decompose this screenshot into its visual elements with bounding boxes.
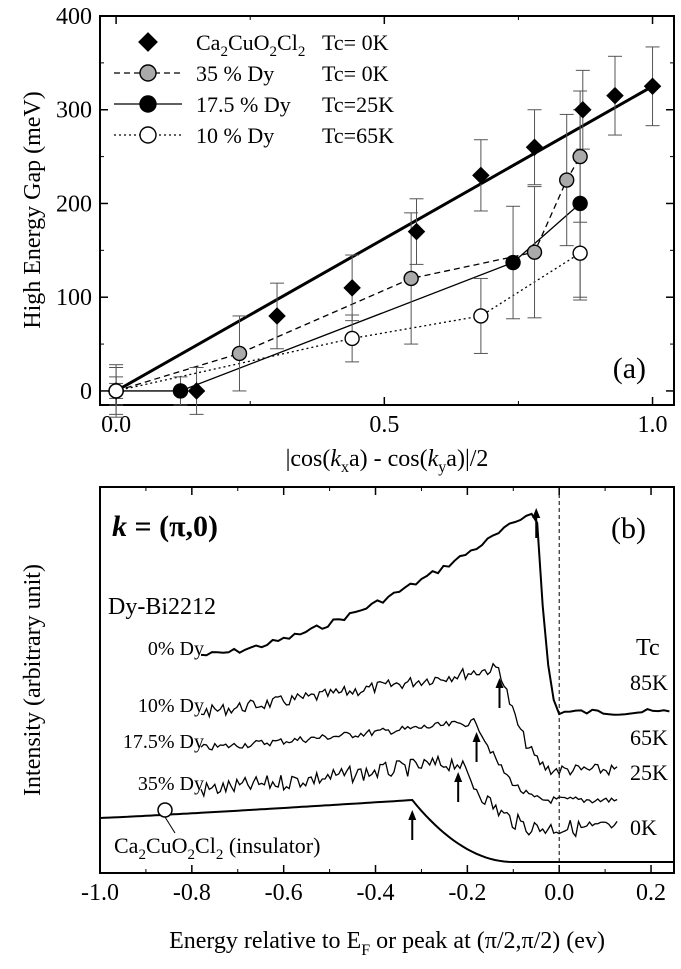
x-tick-label: 0.0 bbox=[544, 880, 574, 906]
insulator-label-marker bbox=[157, 802, 173, 818]
spectrum-line bbox=[200, 717, 618, 805]
panel-a-series-lines bbox=[115, 156, 581, 392]
panel-a-fit-lines bbox=[115, 84, 654, 393]
panel-b-ylabel: Intensity (arbitrary unit) bbox=[20, 564, 46, 796]
panel-b-xlabel-sub: F bbox=[361, 942, 370, 959]
panel-a-frame bbox=[99, 15, 675, 406]
spectrum-label: 35% Dy bbox=[138, 773, 204, 795]
legend-tc: Tc=65K bbox=[322, 123, 394, 148]
panel-b-xlabel-main: Energy relative to E bbox=[169, 928, 361, 954]
series-line bbox=[115, 156, 581, 392]
gap-arrow-head bbox=[472, 732, 481, 742]
x-tick-label: -0.2 bbox=[448, 880, 486, 906]
data-point bbox=[643, 77, 662, 96]
y-tick-label: 200 bbox=[56, 191, 92, 217]
panel-b-ticks: -1.0 -0.8 -0.6 -0.4 -0.2 0.0 0.2 bbox=[81, 487, 666, 906]
spectrum-tc: 85K bbox=[630, 670, 668, 695]
insulator-label: Ca2CuO2Cl2 (insulator) bbox=[114, 833, 320, 863]
data-point bbox=[343, 279, 361, 297]
data-point bbox=[572, 195, 588, 212]
panel-b-frame bbox=[99, 486, 675, 874]
panel-a-legend: Ca2CuO2Cl2 Tc= 0K 35 % Dy Tc= 0K 17.5 % Dy Tc… bbox=[114, 30, 394, 148]
x-tick-label: 0.5 bbox=[369, 412, 399, 438]
data-point bbox=[572, 245, 588, 261]
data-point bbox=[526, 244, 543, 260]
series-line bbox=[116, 202, 581, 392]
data-point bbox=[268, 307, 286, 325]
series-line bbox=[115, 252, 581, 392]
legend-label: 35 % Dy bbox=[196, 61, 274, 86]
data-point bbox=[403, 270, 419, 287]
spectrum-tc: 25K bbox=[630, 760, 668, 785]
panel-a-ylabel: High Energy Gap (meV) bbox=[20, 91, 46, 329]
spectrum-line bbox=[99, 798, 674, 863]
data-point bbox=[559, 172, 575, 188]
data-point bbox=[505, 254, 521, 271]
y-tick-label: 100 bbox=[56, 285, 92, 311]
panel-a-label: (a) bbox=[613, 352, 646, 385]
spectrum-label: 17.5% Dy bbox=[123, 731, 204, 753]
legend-marker bbox=[138, 32, 158, 52]
spectrum-tc: 65K bbox=[630, 725, 668, 750]
x-tick-label: -0.8 bbox=[173, 880, 211, 906]
data-point bbox=[108, 383, 124, 399]
x-tick-label: 1.0 bbox=[638, 412, 668, 438]
y-tick-label: 300 bbox=[56, 98, 92, 124]
data-point bbox=[172, 383, 189, 399]
data-point bbox=[472, 166, 490, 185]
legend-marker bbox=[139, 95, 157, 113]
data-point bbox=[187, 382, 206, 400]
x-tick-label: 0.2 bbox=[636, 880, 666, 906]
panel-a-markers bbox=[107, 77, 662, 400]
data-point bbox=[525, 138, 544, 156]
gap-arrow-head bbox=[532, 508, 541, 518]
y-tick-label: 400 bbox=[56, 4, 92, 30]
legend-label: Ca2CuO2Cl2 bbox=[196, 30, 305, 60]
legend-label: 10 % Dy bbox=[196, 123, 274, 148]
panel-b-spectra bbox=[99, 512, 674, 863]
sample-label: Dy-Bi2212 bbox=[108, 594, 216, 620]
x-tick-label: -0.6 bbox=[265, 880, 303, 906]
legend-tc: Tc= 0K bbox=[322, 61, 389, 86]
panel-b-xlabel-tail: or peak at (π/2,π/2) (ev) bbox=[370, 928, 605, 954]
fit-line bbox=[115, 84, 654, 393]
spectrum-line bbox=[200, 662, 618, 777]
x-tick-label: -0.4 bbox=[357, 880, 395, 906]
data-point bbox=[231, 345, 248, 362]
data-point bbox=[473, 308, 489, 324]
gap-arrow-head bbox=[408, 810, 417, 820]
panel-b-arrows bbox=[408, 508, 541, 840]
gap-arrow-head bbox=[495, 678, 504, 688]
x-tick-label: -1.0 bbox=[81, 880, 119, 906]
data-point bbox=[606, 86, 624, 105]
legend-marker bbox=[139, 126, 157, 144]
tc-header: Tc bbox=[636, 635, 660, 661]
spectrum-line bbox=[200, 754, 618, 838]
panel-a-xlabel: |cos(kxa) - cos(kya)|/2 bbox=[286, 446, 489, 476]
y-tick-label: 0 bbox=[80, 379, 92, 405]
legend-tc: Tc=25K bbox=[322, 92, 394, 117]
data-point bbox=[344, 330, 360, 347]
panel-b-label: (b) bbox=[611, 512, 646, 545]
panel-b-labels: 0% Dy 85K 10% Dy 65K 17.5% Dy 25K 35% Dy 0K bbox=[123, 638, 668, 840]
data-point bbox=[572, 148, 588, 165]
data-point bbox=[574, 100, 592, 119]
spectrum-tc: 0K bbox=[630, 815, 657, 840]
legend-tc: Tc= 0K bbox=[322, 30, 389, 55]
panel-b-xlabel: Energy relative to EF or peak at (π/2,π/… bbox=[169, 928, 605, 959]
panel-b: -1.0 -0.8 -0.6 -0.4 -0.2 0.0 0.2 0% Dy 85K 10% D… bbox=[20, 486, 675, 959]
spectrum-line bbox=[200, 512, 670, 716]
data-point bbox=[407, 222, 426, 241]
legend-label: 17.5 % Dy bbox=[196, 92, 291, 117]
spectrum-label: 0% Dy bbox=[148, 638, 204, 660]
gap-arrow-head bbox=[454, 772, 463, 782]
k-point-label: k = (π,0) bbox=[112, 510, 218, 543]
insulator-label-pointer bbox=[164, 816, 176, 834]
spectrum-label: 10% Dy bbox=[138, 695, 204, 717]
legend-marker bbox=[139, 64, 157, 82]
